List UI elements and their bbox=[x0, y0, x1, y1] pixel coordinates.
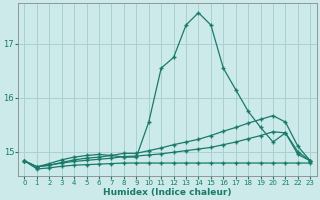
X-axis label: Humidex (Indice chaleur): Humidex (Indice chaleur) bbox=[103, 188, 232, 197]
